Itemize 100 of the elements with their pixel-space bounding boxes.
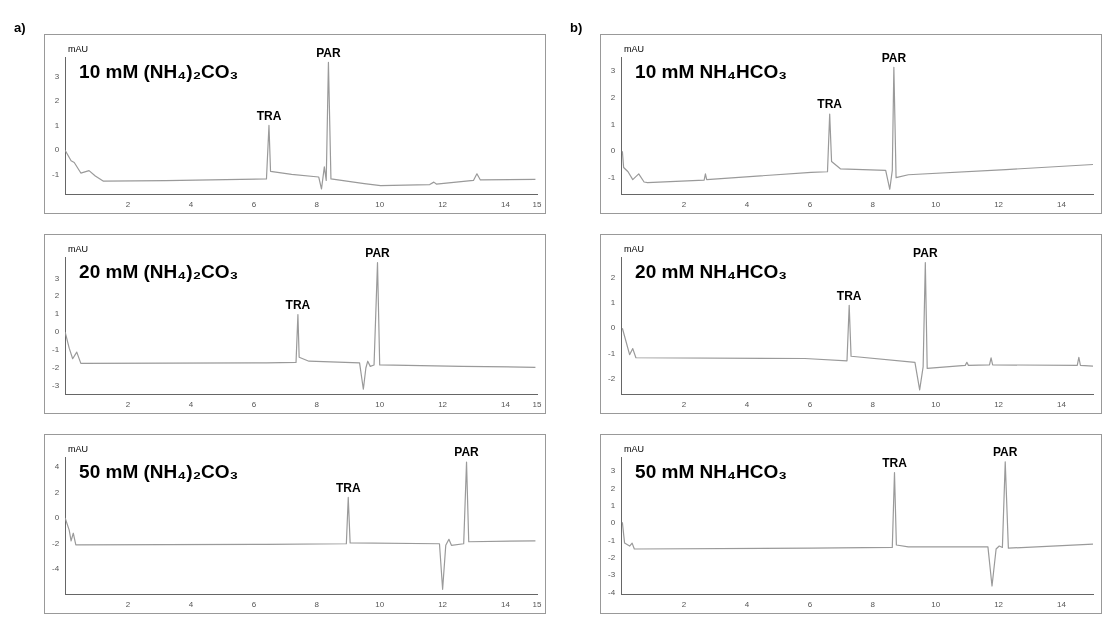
x-tick-label: 12 — [438, 600, 448, 610]
text: b) — [570, 20, 583, 35]
y-tick-label: -2 — [607, 374, 616, 384]
y-tick-label: 1 — [610, 500, 616, 510]
x-tick-label: 4 — [188, 200, 194, 210]
annotation: TRA — [836, 288, 862, 303]
annotation: TRA — [335, 480, 361, 495]
annotation: PAR — [881, 50, 907, 65]
x-tick-label: 14 — [1057, 600, 1067, 610]
x-tick-label: 8 — [870, 400, 876, 410]
chart-title: 50 mM NH₄HCO₃ — [635, 460, 788, 482]
y-tick-label: 3 — [54, 71, 60, 81]
y-tick-label: -1 — [607, 535, 616, 545]
y-tick-label: -1 — [607, 173, 616, 183]
x-tick-label: 10 — [375, 600, 385, 610]
chart-title: 20 mM (NH₄)₂CO₃ — [79, 260, 239, 282]
y-tick-label: 1 — [610, 119, 616, 129]
x-tick-label: 6 — [807, 200, 813, 210]
y-tick-label: 0 — [54, 513, 60, 523]
x-tick-label: 10 — [375, 400, 385, 410]
x-tick-label: 2 — [681, 600, 687, 610]
x-tick-label: 14 — [1057, 400, 1067, 410]
annotation: PAR — [913, 245, 938, 260]
x-tick-label: 10 — [375, 200, 385, 210]
x-tick-label: 6 — [251, 600, 257, 610]
annotation: PAR — [316, 45, 341, 60]
x-tick-label: 10 — [931, 400, 941, 410]
x-tick-label: 14 — [1057, 200, 1067, 210]
x-tick-label: 2 — [125, 600, 131, 610]
x-tick-label: 6 — [251, 400, 257, 410]
y-tick-label: 1 — [610, 298, 616, 307]
x-tick-label: 8 — [314, 400, 320, 410]
y-tick-label: 0 — [610, 146, 616, 156]
y-tick-label: 3 — [610, 466, 616, 476]
y-axis-title: mAU — [624, 43, 645, 54]
x-tick-label: 14 — [501, 600, 511, 610]
annotation: TRA — [256, 108, 282, 123]
y-axis-title: mAU — [68, 243, 89, 254]
x-tick-label: 15 — [532, 600, 542, 610]
x-tick-label: 8 — [314, 200, 320, 210]
y-tick-label: 0 — [610, 518, 616, 528]
x-tick-label: 4 — [744, 200, 750, 210]
y-tick-label: 3 — [610, 65, 616, 75]
y-tick-label: 1 — [54, 120, 60, 130]
text: a) — [14, 20, 26, 35]
x-tick-label: 2 — [125, 200, 131, 210]
y-tick-label: 2 — [54, 487, 60, 497]
y-tick-label: -4 — [607, 587, 616, 597]
y-tick-label: -2 — [607, 553, 616, 563]
y-tick-label: -1 — [51, 344, 60, 354]
y-axis-title: mAU — [624, 243, 645, 254]
y-tick-label: -1 — [51, 169, 60, 179]
x-tick-label: 12 — [994, 200, 1004, 210]
y-tick-label: 2 — [54, 96, 60, 106]
x-tick-label: 10 — [931, 600, 941, 610]
y-tick-label: 0 — [54, 327, 60, 337]
y-tick-label: 0 — [610, 323, 616, 333]
x-tick-label: 8 — [314, 600, 320, 610]
x-tick-label: 12 — [438, 200, 448, 210]
x-tick-label: 6 — [251, 200, 257, 210]
x-tick-label: 14 — [501, 400, 511, 410]
x-tick-label: 2 — [125, 400, 131, 410]
y-tick-label: 2 — [54, 291, 60, 301]
annotation: PAR — [365, 246, 391, 261]
x-tick-label: 4 — [744, 600, 750, 610]
y-tick-label: -4 — [51, 564, 60, 574]
y-tick-label: 2 — [610, 272, 616, 282]
y-tick-label: -3 — [51, 380, 60, 390]
y-axis-title: mAU — [68, 443, 89, 454]
x-tick-label: 2 — [681, 200, 687, 210]
x-tick-label: 12 — [438, 400, 448, 410]
x-tick-label: 6 — [807, 400, 813, 410]
y-tick-label: 2 — [610, 483, 616, 493]
annotation: PAR — [993, 445, 1018, 460]
y-tick-label: 1 — [54, 309, 60, 319]
chart-title: 20 mM NH₄HCO₃ — [635, 260, 788, 282]
y-tick-label: 4 — [54, 462, 60, 472]
x-tick-label: 8 — [870, 200, 876, 210]
x-tick-label: 12 — [994, 400, 1004, 410]
chart-title: 10 mM (NH₄)₂CO₃ — [79, 60, 239, 82]
x-tick-label: 10 — [931, 200, 941, 210]
y-tick-label: 0 — [54, 145, 60, 155]
y-axis-title: mAU — [68, 43, 89, 54]
x-tick-label: 14 — [501, 200, 511, 210]
y-tick-label: -2 — [51, 362, 60, 372]
x-tick-label: 6 — [807, 600, 813, 610]
y-tick-label: 3 — [54, 273, 60, 283]
annotation: TRA — [817, 97, 843, 112]
annotation: TRA — [285, 297, 311, 312]
chart-title: 10 mM NH₄HCO₃ — [635, 60, 788, 82]
x-tick-label: 15 — [532, 400, 542, 410]
y-tick-label: 2 — [610, 92, 616, 102]
x-tick-label: 8 — [870, 600, 876, 610]
x-tick-label: 12 — [994, 600, 1004, 610]
y-axis-title: mAU — [624, 443, 645, 454]
x-tick-label: 2 — [681, 400, 687, 410]
annotation: TRA — [882, 455, 908, 470]
x-tick-label: 4 — [188, 400, 194, 410]
x-tick-label: 4 — [744, 400, 750, 410]
x-tick-label: 15 — [532, 200, 542, 210]
